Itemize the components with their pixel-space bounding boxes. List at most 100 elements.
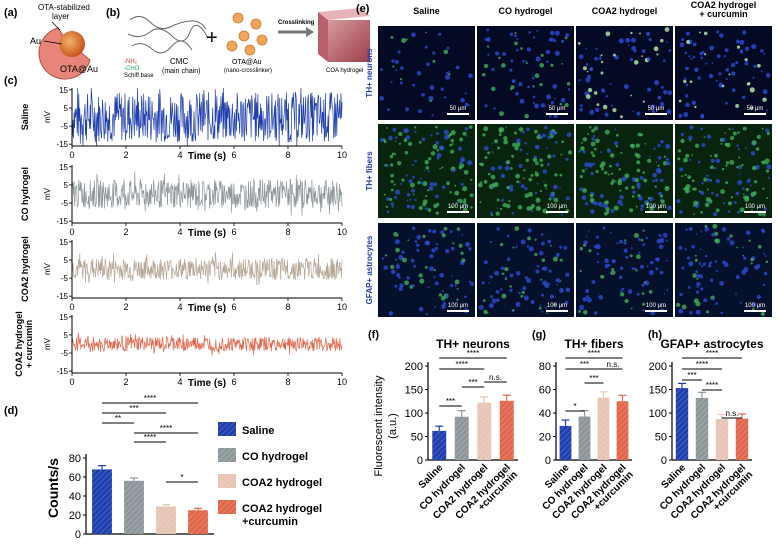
cell-signal [435, 211, 439, 215]
cell-signal [559, 287, 564, 293]
cell-signal [454, 279, 460, 285]
cell-signal [629, 254, 633, 258]
cell-signal [509, 32, 514, 37]
cell-signal [395, 264, 401, 269]
cell-signal [624, 239, 627, 242]
cell-signal [400, 66, 404, 70]
cell-signal [595, 127, 598, 130]
cell-signal [741, 269, 747, 275]
cell-signal [441, 185, 446, 189]
cell-signal [600, 71, 604, 75]
cell-signal [522, 60, 525, 63]
y-tick-label: 150 [649, 385, 667, 397]
panel-a: (a) OTA-stabilized layer Au OTA@Au [4, 3, 98, 80]
cell-signal [731, 127, 734, 130]
trace-row-label: COA2 hydrogel+ curcumin [14, 311, 34, 377]
cell-signal [557, 280, 561, 283]
cell-signal [459, 163, 465, 169]
cell-signal [414, 240, 418, 243]
cell-signal [429, 99, 432, 103]
cell-signal [440, 295, 446, 301]
cell-signal [750, 206, 753, 208]
cell-signal [695, 232, 698, 235]
cell-signal [685, 102, 690, 108]
panel-label-d: (d) [4, 405, 18, 417]
cell-signal [416, 71, 422, 76]
cell-signal [491, 298, 497, 304]
cell-signal [761, 127, 764, 130]
cell-signal [416, 243, 420, 247]
cell-signal [564, 300, 569, 305]
cell-signal [487, 151, 491, 155]
cell-signal [394, 59, 399, 64]
cell-signal [432, 51, 436, 55]
cell-signal [618, 239, 623, 244]
cell-signal [724, 132, 727, 134]
cell-signal [500, 266, 505, 270]
cell-signal [695, 270, 699, 274]
cell-signal [657, 164, 660, 167]
cell-signal [760, 70, 763, 73]
cell-signal [528, 177, 533, 182]
cell-signal [735, 275, 740, 280]
cell-signal [624, 298, 629, 304]
cell-signal [681, 37, 685, 42]
cell-signal [439, 167, 442, 170]
cell-signal [680, 132, 685, 136]
cell-signal [526, 127, 530, 132]
cell-signal [585, 77, 591, 83]
cell-signal [459, 161, 463, 165]
cell-signal [609, 153, 615, 158]
cell-signal [634, 152, 639, 157]
panel-b: (b) -NH₂ -CHO Schiff base CMC (main chai… [106, 7, 370, 79]
cell-signal [455, 65, 460, 70]
cell-signal [524, 193, 530, 198]
significance-label: **** [588, 349, 600, 358]
cell-signal [385, 205, 389, 209]
cell-signal [725, 101, 728, 105]
cell-signal [593, 311, 598, 315]
cell-signal [446, 181, 450, 186]
cell-signal [515, 48, 519, 52]
x-tick-label: 4 [177, 227, 182, 237]
cell-signal [728, 73, 731, 76]
x-tick-label: 2 [123, 377, 128, 387]
cell-signal [623, 248, 628, 253]
cell-signal [736, 210, 740, 214]
cell-signal [531, 210, 534, 213]
cell-signal [446, 46, 450, 50]
cell-signal [653, 205, 656, 208]
cell-signal [525, 158, 530, 163]
cell-signal [401, 250, 405, 254]
cell-signal [763, 271, 768, 276]
cell-signal [730, 62, 736, 68]
cell-signal [589, 110, 595, 115]
cell-signal [428, 157, 432, 161]
cell-signal [530, 173, 534, 177]
cell-signal [388, 311, 394, 316]
cell-signal [525, 60, 527, 63]
y-tick-label: 200 [405, 361, 423, 373]
cell-signal [461, 234, 464, 236]
panel-label-a: (a) [4, 7, 18, 19]
cell-signal [636, 168, 641, 173]
cell-signal [666, 288, 669, 291]
chart-title: GFAP+ astrocytes [660, 337, 763, 351]
cell-signal [657, 143, 661, 148]
cell-signal [641, 55, 643, 57]
scale-bar [447, 113, 469, 115]
cell-signal [506, 234, 510, 238]
cell-signal [689, 80, 693, 84]
polymer-chain [129, 16, 207, 30]
cell-signal [762, 187, 765, 190]
cell-signal [590, 151, 594, 155]
cell-signal [448, 70, 450, 73]
cell-signal [604, 112, 609, 117]
cell-signal [389, 163, 394, 167]
cell-signal [479, 201, 482, 204]
cell-signal [418, 273, 423, 278]
cell-signal [714, 153, 718, 158]
cell-signal [748, 239, 751, 242]
cell-signal [554, 97, 557, 100]
y-tick-label: 200 [649, 361, 667, 373]
